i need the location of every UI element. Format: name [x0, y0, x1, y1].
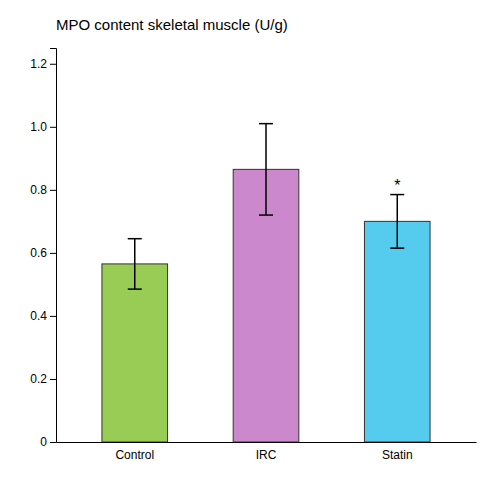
y-tick-mark	[50, 379, 56, 380]
y-tick-mark	[50, 127, 56, 128]
y-tick: 0.2	[30, 372, 56, 386]
y-tick: 0.6	[30, 246, 56, 260]
chart: 0 0.2 0.4 0.6 0.8 1.0 1.2 Control IRC Statin * MPO …	[0, 0, 500, 486]
error-bar-cap	[128, 288, 142, 290]
y-tick: 1.2	[30, 57, 56, 71]
x-tick: Control	[115, 448, 154, 462]
y-tick: 1.0	[30, 120, 56, 134]
plot: 0 0.2 0.4 0.6 0.8 1.0 1.2 Control IRC Statin *	[30, 49, 476, 462]
y-tick-label: 0.4	[30, 309, 47, 323]
error-bar-cap	[259, 123, 273, 125]
x-axis-line	[57, 442, 477, 443]
y-tick-mark	[50, 442, 56, 443]
y-tick-label: 0	[40, 435, 47, 449]
y-tick: 0.4	[30, 309, 56, 323]
y-tick-mark	[50, 316, 56, 317]
error-bar-cap	[128, 238, 142, 240]
x-tick-label: IRC	[256, 448, 277, 462]
bar	[102, 264, 168, 442]
annotation: *	[394, 177, 400, 194]
y-tick-mark	[50, 64, 56, 65]
bar	[364, 221, 430, 442]
error-bar	[128, 239, 142, 289]
title: MPO content skeletal muscle (U/g)	[56, 16, 288, 33]
x-axis: Control IRC Statin	[57, 443, 477, 462]
error-bar	[390, 195, 404, 249]
y-tick-label: 1.2	[30, 57, 47, 71]
x-tick-label: Control	[115, 448, 154, 462]
y-tick-label: 0.2	[30, 372, 47, 386]
error-bar-cap	[390, 247, 404, 249]
x-tick: IRC	[256, 448, 277, 462]
error-bar-cap	[259, 214, 273, 216]
error-bar-cap	[390, 194, 404, 196]
y-axis: 0 0.2 0.4 0.6 0.8 1.0 1.2	[30, 49, 56, 450]
error-bar	[259, 124, 273, 215]
marks	[102, 124, 430, 442]
x-tick-label: Statin	[382, 448, 413, 462]
error-bar-stem	[397, 195, 399, 249]
y-tick-label: 0.6	[30, 246, 47, 260]
y-tick-mark	[50, 253, 56, 254]
y-tick-label: 0.8	[30, 183, 47, 197]
y-tick: 0	[40, 435, 56, 449]
y-tick: 0.8	[30, 183, 56, 197]
y-axis-line	[50, 49, 57, 443]
y-tick-label: 1.0	[30, 120, 47, 134]
error-bar-stem	[134, 239, 136, 289]
error-bar-stem	[265, 124, 267, 215]
y-tick-mark	[50, 190, 56, 191]
x-tick: Statin	[382, 448, 413, 462]
